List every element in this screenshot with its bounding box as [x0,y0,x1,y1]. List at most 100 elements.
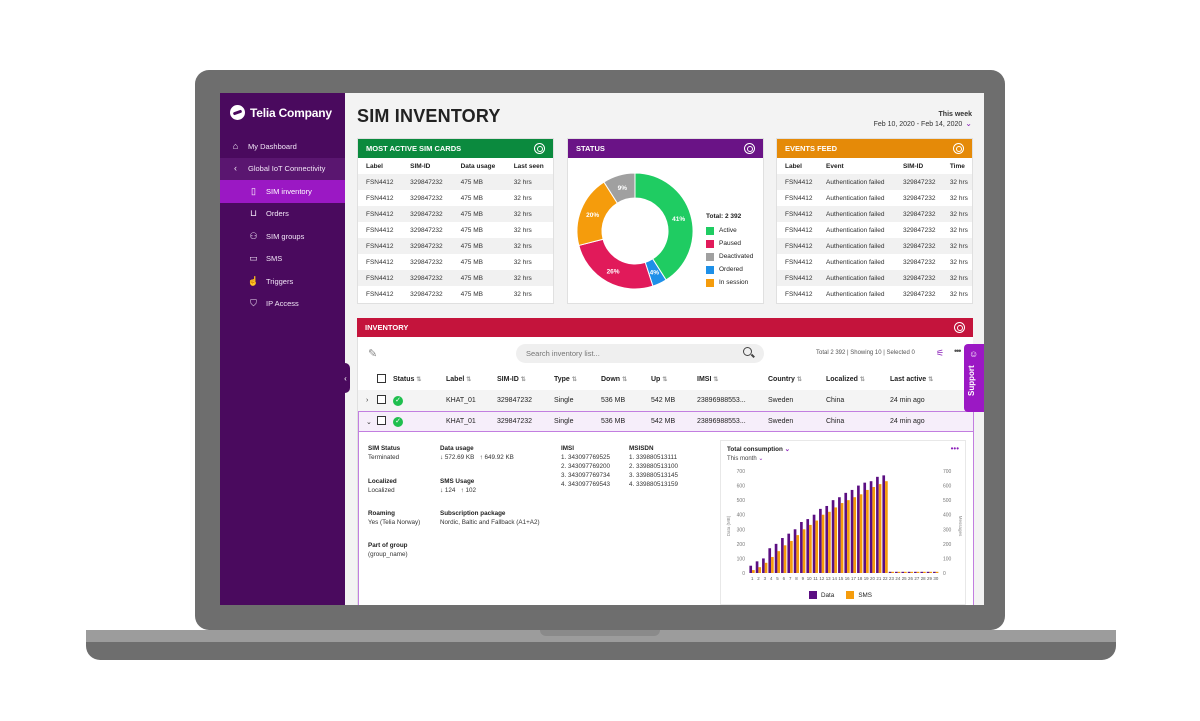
gear-icon[interactable] [534,143,545,154]
bar-sms[interactable] [809,524,812,573]
bar-data[interactable] [819,508,822,573]
consumption-period-dropdown[interactable]: This month ⌄ [727,456,764,462]
bar-sms[interactable] [834,507,838,573]
row-checkbox[interactable] [377,416,386,425]
more-options-icon[interactable]: ••• [950,444,959,453]
bar-sms[interactable] [758,567,762,573]
bar-sms[interactable] [866,489,869,573]
bar-sms[interactable] [771,556,774,573]
bar-sms[interactable] [777,551,781,573]
donut-slice-paused[interactable] [578,238,654,290]
table-row[interactable]: FSN4412 329847232 475 MB 32 hrs [358,190,553,206]
table-row[interactable]: › ✓ KHAT_01 329847232 Single 536 MB 542 … [358,390,974,411]
bar-data[interactable] [907,571,911,573]
bar-data[interactable] [863,482,867,573]
bar-sms[interactable] [752,570,755,573]
bar-data[interactable] [876,476,879,573]
bar-sms[interactable] [802,529,806,573]
bar-sms[interactable] [885,481,888,573]
table-row[interactable]: FSN4412 329847232 475 MB 32 hrs [358,286,553,302]
bar-sms[interactable] [828,511,831,573]
bar-data[interactable] [793,529,797,573]
sidebar-item-ip-access[interactable]: ⛉ IP Access [220,293,345,316]
sidebar-item-triggers[interactable]: ☝ Triggers [220,270,345,293]
sidebar-item-global-iot[interactable]: ‹ Global IoT Connectivity [220,157,345,180]
bar-data[interactable] [768,548,772,573]
row-checkbox[interactable] [377,395,386,404]
bar-sms[interactable] [897,571,901,573]
table-row[interactable]: FSN4412 Authentication failed 329847232 32 … [777,238,972,254]
table-row[interactable]: FSN4412 Authentication failed 329847232 32 … [777,190,972,206]
column-header-label[interactable]: Label ⇅ [446,375,472,383]
bar-sms[interactable] [815,520,819,573]
bar-data[interactable] [882,475,886,573]
bar-data[interactable] [749,565,753,573]
bar-data[interactable] [762,558,765,573]
column-header-type[interactable]: Type ⇅ [554,375,577,383]
filter-icon[interactable]: ⚟ [936,348,945,358]
bar-data[interactable] [774,543,778,573]
bar-data[interactable] [825,505,829,573]
bar-data[interactable] [787,533,791,573]
bar-data[interactable] [838,497,841,573]
bar-sms[interactable] [853,497,857,573]
sidebar-item-sim-inventory[interactable]: ▯ SIM inventory [220,180,345,203]
bar-sms[interactable] [840,503,844,573]
column-header-imsi[interactable]: IMSI ⇅ [697,375,719,383]
bar-data[interactable] [869,481,873,573]
bar-sms[interactable] [821,514,825,573]
bar-data[interactable] [812,514,816,573]
column-header-sim-id[interactable]: SIM-ID ⇅ [497,375,526,383]
table-row[interactable]: FSN4412 329847232 475 MB 32 hrs [358,174,553,190]
bar-data[interactable] [755,561,759,573]
bar-sms[interactable] [904,571,907,573]
bar-sms[interactable] [891,571,895,573]
bar-sms[interactable] [923,571,926,573]
gear-icon[interactable] [954,322,965,333]
table-row[interactable]: FSN4412 329847232 475 MB 32 hrs [358,270,553,286]
table-row[interactable]: FSN4412 329847232 475 MB 32 hrs [358,222,553,238]
chevron-right-icon[interactable]: › [366,397,369,404]
bar-sms[interactable] [935,571,939,573]
table-row[interactable]: FSN4412 Authentication failed 329847232 32 … [777,270,972,286]
bar-data[interactable] [920,571,924,573]
column-header-down[interactable]: Down ⇅ [601,375,628,383]
bar-data[interactable] [831,500,835,573]
bar-data[interactable] [888,571,892,573]
edit-icon[interactable]: ✎ [368,348,378,360]
brand-logo[interactable]: Telia Company [230,105,332,120]
sidebar-item-dashboard[interactable]: ⌂ My Dashboard [220,135,345,158]
bar-sms[interactable] [872,487,876,573]
table-row[interactable]: FSN4412 329847232 475 MB 32 hrs [358,254,553,270]
bar-data[interactable] [781,538,784,573]
bar-sms[interactable] [929,571,933,573]
table-row[interactable]: FSN4412 329847232 475 MB 32 hrs [358,206,553,222]
table-row[interactable]: FSN4412 Authentication failed 329847232 32 … [777,174,972,190]
gear-icon[interactable] [953,143,964,154]
column-header-localized[interactable]: Localized ⇅ [826,375,865,383]
bar-sms[interactable] [859,494,863,573]
bar-data[interactable] [850,489,854,573]
bar-data[interactable] [933,571,936,573]
chevron-down-icon[interactable]: ⌄ [366,418,372,426]
column-header-country[interactable]: Country ⇅ [768,375,802,383]
bar-data[interactable] [926,571,930,573]
bar-sms[interactable] [764,562,768,573]
bar-sms[interactable] [783,545,787,573]
bar-data[interactable] [914,571,917,573]
bar-data[interactable] [800,522,803,573]
bar-sms[interactable] [847,500,850,573]
bar-data[interactable] [895,571,898,573]
table-row[interactable]: FSN4412 Authentication failed 329847232 32 … [777,286,972,302]
bar-sms[interactable] [916,571,920,573]
consumption-title-dropdown[interactable]: Total consumption ⌄ [727,446,790,453]
donut-slice-deactivated[interactable] [603,172,636,204]
donut-slice-active[interactable] [634,172,694,281]
bar-data[interactable] [844,492,848,573]
column-header-last-active[interactable]: Last active ⇅ [890,375,934,383]
date-range-picker[interactable]: This week Feb 10, 2020 - Feb 14, 2020 ⌄ [874,110,972,129]
more-options-icon[interactable]: ••• [954,346,962,356]
sidebar-item-sms[interactable]: ▭ SMS [220,248,345,271]
sidebar-collapse-button[interactable]: ‹ [341,363,350,393]
bar-sms[interactable] [790,540,793,573]
